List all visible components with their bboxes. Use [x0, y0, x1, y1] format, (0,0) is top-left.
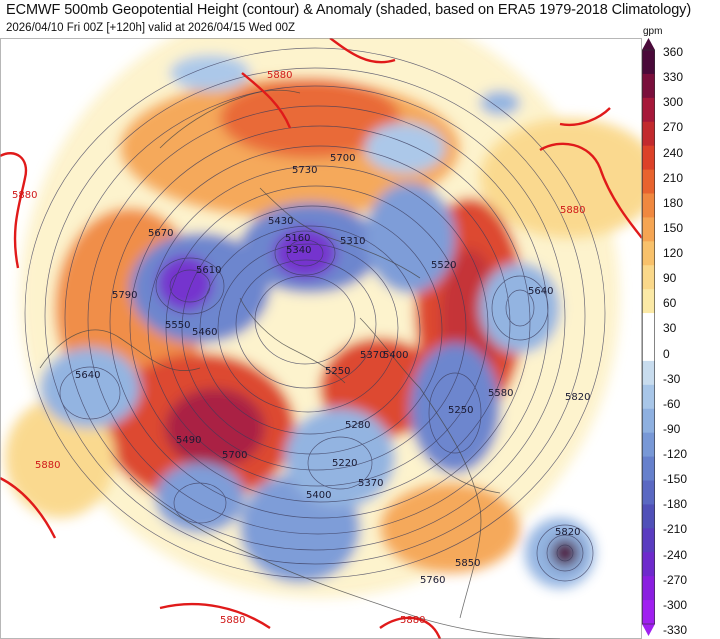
contour-label: 5250: [325, 366, 350, 377]
colorbar-tick-label: 210: [663, 170, 684, 185]
colorbar-tick-label: -60: [663, 396, 681, 411]
contour-label: 5880: [35, 460, 60, 471]
colorbar-segment: [642, 289, 655, 314]
colorbar-segment: [642, 145, 655, 171]
colorbar-tick-label: 0: [663, 346, 670, 361]
coastlines: [39, 89, 561, 639]
colorbar-segment: [642, 576, 655, 601]
contour-label: 5460: [192, 327, 217, 338]
contour-label: 5430: [268, 216, 293, 227]
colorbar-segment: [642, 217, 655, 242]
colorbar-segment: [642, 504, 655, 529]
colorbar-tick-label: -240: [663, 547, 688, 562]
colorbar-segment: [642, 552, 655, 577]
chart-subtitle: 2026/04/10 Fri 00Z [+120h] valid at 2026…: [6, 22, 296, 34]
contour-label: 5370: [360, 350, 385, 361]
colorbar-tick-label: -270: [663, 572, 688, 587]
colorbar-tick-label: 330: [663, 70, 684, 85]
colorbar-segment: [642, 313, 655, 338]
colorbar-segment: [642, 456, 655, 481]
colorbar-tick-label: 360: [663, 45, 684, 59]
colorbar-tick-label: 30: [663, 321, 677, 336]
colorbar-segment: [642, 600, 655, 625]
contour-label: 5220: [332, 458, 357, 469]
colorbar-tick-label: -30: [663, 371, 681, 386]
contour-label: 5160: [285, 233, 310, 244]
contour-label: 5610: [196, 265, 221, 276]
contour-label: 5760: [420, 575, 445, 586]
contour-label: 5880: [400, 615, 425, 626]
colorbar-tick-label: -150: [663, 472, 688, 487]
colorbar-tick-label: 90: [663, 271, 677, 286]
colorbar-tick-label: -90: [663, 421, 681, 436]
contour-label: 5820: [565, 392, 590, 403]
colorbar-tick-label: -210: [663, 522, 688, 537]
colorbar-tick-label: -120: [663, 447, 688, 462]
colorbar-segment: [642, 337, 655, 362]
contour-label: 5400: [383, 350, 408, 361]
contour-label: 5250: [448, 405, 473, 416]
colorbar-segment: [642, 265, 655, 290]
contour-label: 5850: [455, 558, 480, 569]
colorbar-top-arrow: [642, 38, 655, 50]
contour-label: 5490: [176, 435, 201, 446]
contour-label: 5820: [555, 527, 580, 538]
colorbar-tick-label: 270: [663, 120, 684, 135]
colorbar-tick-label: -330: [663, 623, 688, 637]
weather-map: 5880 5880 5880 5880 5880 5880 5850 5820 …: [0, 38, 642, 639]
contour-label: 5670: [148, 228, 173, 239]
contour-label: 5790: [112, 290, 137, 301]
contour-label: 5880: [12, 190, 37, 201]
contour-labels: 5880 5880 5880 5880 5880 5880 5850 5820 …: [12, 70, 590, 626]
colorbar-segment: [642, 408, 655, 434]
colorbar-tick-label: 180: [663, 195, 684, 210]
colorbar-segment: [642, 193, 655, 218]
contour-label: 5640: [75, 370, 100, 381]
colorbar-segment: [642, 97, 655, 123]
chart-title: ECMWF 500mb Geopotential Height (contour…: [6, 2, 692, 18]
anomaly-shading: [5, 38, 642, 598]
colorbar-unit: gpm: [643, 26, 663, 37]
colorbar-segment: [642, 528, 655, 553]
contour-label: 5880: [267, 70, 292, 81]
contour-label: 5400: [306, 490, 331, 501]
colorbar-bottom-arrow: [642, 624, 655, 636]
contour-label: 5370: [358, 478, 383, 489]
contour-label: 5550: [165, 320, 190, 331]
colorbar-segment: [642, 73, 655, 99]
contour-label: 5280: [345, 420, 370, 431]
colorbar: [642, 38, 655, 636]
colorbar-tick-label: 60: [663, 296, 677, 311]
contour-label: 5880: [560, 205, 585, 216]
colorbar-tick-label: -180: [663, 497, 688, 512]
colorbar-segment: [642, 384, 655, 410]
contour-label: 5580: [488, 388, 513, 399]
colorbar-tick-label: -300: [663, 597, 688, 612]
colorbar-segment: [642, 241, 655, 266]
contour-label: 5730: [292, 165, 317, 176]
colorbar-segment: [642, 360, 655, 386]
contour-label: 5700: [222, 450, 247, 461]
contour-5880: [0, 38, 642, 639]
colorbar-segment: [642, 480, 655, 505]
height-contours: [24, 47, 606, 582]
contour-label: 5640: [528, 286, 553, 297]
colorbar-segment: [642, 432, 655, 458]
contour-label: 5310: [340, 236, 365, 247]
colorbar-segment: [642, 169, 655, 194]
colorbar-segment: [642, 121, 655, 147]
contour-label: 5520: [431, 260, 456, 271]
colorbar-segment: [642, 50, 655, 75]
contour-label: 5880: [220, 615, 245, 626]
colorbar-tick-label: 300: [663, 95, 684, 110]
colorbar-tick-label: 120: [663, 246, 684, 261]
contour-label: 5340: [286, 245, 311, 256]
colorbar-tick-label: 150: [663, 220, 684, 235]
contour-label: 5700: [330, 153, 355, 164]
colorbar-tick-label: 240: [663, 145, 684, 160]
